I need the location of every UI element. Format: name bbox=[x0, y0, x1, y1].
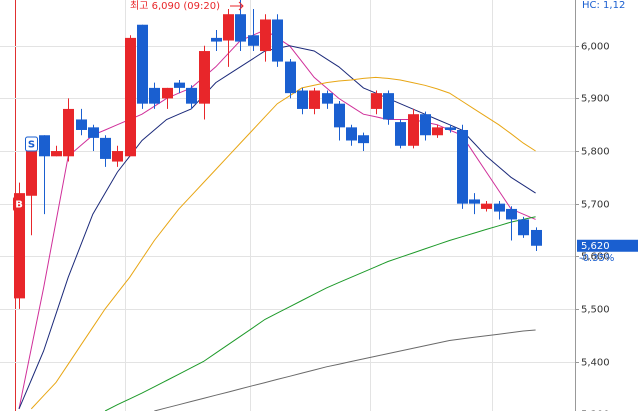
candle-body bbox=[162, 87, 173, 99]
candle-body bbox=[125, 37, 136, 157]
time-grid bbox=[125, 0, 493, 411]
candle-body bbox=[51, 151, 62, 157]
last-price-label: 5,620 bbox=[581, 241, 610, 252]
ma-line bbox=[104, 216, 536, 411]
candle-body bbox=[494, 203, 505, 212]
candle-body bbox=[260, 19, 271, 52]
candle-body bbox=[39, 135, 50, 157]
buy-marker-box bbox=[13, 197, 25, 211]
candle-body bbox=[272, 19, 283, 62]
candle-body bbox=[506, 208, 517, 220]
candle-body bbox=[199, 51, 210, 104]
ma-line bbox=[154, 329, 536, 411]
candle-body bbox=[14, 193, 25, 299]
candle-body bbox=[334, 103, 345, 128]
corner-label: HC: 1,12 bbox=[582, 0, 625, 11]
candle-body bbox=[248, 35, 259, 46]
y-axis: 5,300 5,400 5,500 5,600 5,700 5,800 5,900 6,000… bbox=[575, 42, 638, 411]
candle-body bbox=[285, 61, 296, 94]
y-tick-label: 5,800 bbox=[581, 147, 610, 158]
candle-body bbox=[432, 127, 443, 136]
candle-body bbox=[63, 108, 74, 157]
candle-body bbox=[420, 114, 431, 136]
y-tick-label: 5,700 bbox=[581, 200, 610, 211]
candle-body bbox=[211, 37, 222, 42]
candle-body bbox=[26, 151, 37, 196]
candle-body bbox=[186, 87, 197, 104]
candle-body bbox=[309, 90, 320, 109]
buy-marker-group: B bbox=[13, 197, 25, 211]
candle-body bbox=[457, 129, 468, 204]
candle-body bbox=[100, 137, 111, 159]
y-tick-label: 5,600 bbox=[581, 252, 610, 263]
candle-body bbox=[358, 135, 369, 144]
candle-body bbox=[112, 151, 123, 162]
last-price-box bbox=[577, 239, 638, 252]
change-label: -0.35% bbox=[579, 253, 614, 264]
candle-body bbox=[531, 229, 542, 246]
candle-body bbox=[408, 114, 419, 146]
sell-marker: S bbox=[28, 140, 35, 151]
candle-body bbox=[481, 203, 492, 209]
candle-body bbox=[76, 119, 87, 130]
candle-body bbox=[88, 127, 99, 138]
candle-body bbox=[518, 219, 529, 236]
buy-marker: B bbox=[15, 200, 23, 211]
y-tick-label: 5,400 bbox=[581, 358, 610, 369]
candle-body bbox=[469, 199, 480, 204]
candle-body bbox=[137, 24, 148, 104]
candles bbox=[14, 0, 542, 309]
candle-body bbox=[395, 122, 406, 146]
y-tick-label: 5,500 bbox=[581, 305, 610, 316]
ma-line bbox=[30, 76, 536, 410]
candle-body bbox=[322, 93, 333, 104]
candle-body bbox=[297, 90, 308, 109]
candle-body bbox=[445, 127, 456, 130]
y-tick-label: 5,300 bbox=[581, 410, 610, 411]
candle-body bbox=[223, 14, 234, 41]
high-annotation: 최고 6,090 (09:20) bbox=[130, 0, 220, 12]
candle-body bbox=[174, 82, 185, 88]
sell-marker-box bbox=[25, 136, 38, 152]
candle-body bbox=[149, 87, 160, 104]
y-tick-label: 6,000 bbox=[581, 42, 610, 53]
candle-body bbox=[371, 93, 382, 109]
candle-body bbox=[235, 14, 246, 42]
y-tick-label: 5,900 bbox=[581, 94, 610, 105]
candle-body bbox=[346, 127, 357, 141]
sell-marker-group: S bbox=[25, 136, 38, 152]
arrow-head bbox=[238, 1, 244, 11]
high-arrow bbox=[230, 1, 244, 11]
candle-body bbox=[383, 93, 394, 120]
